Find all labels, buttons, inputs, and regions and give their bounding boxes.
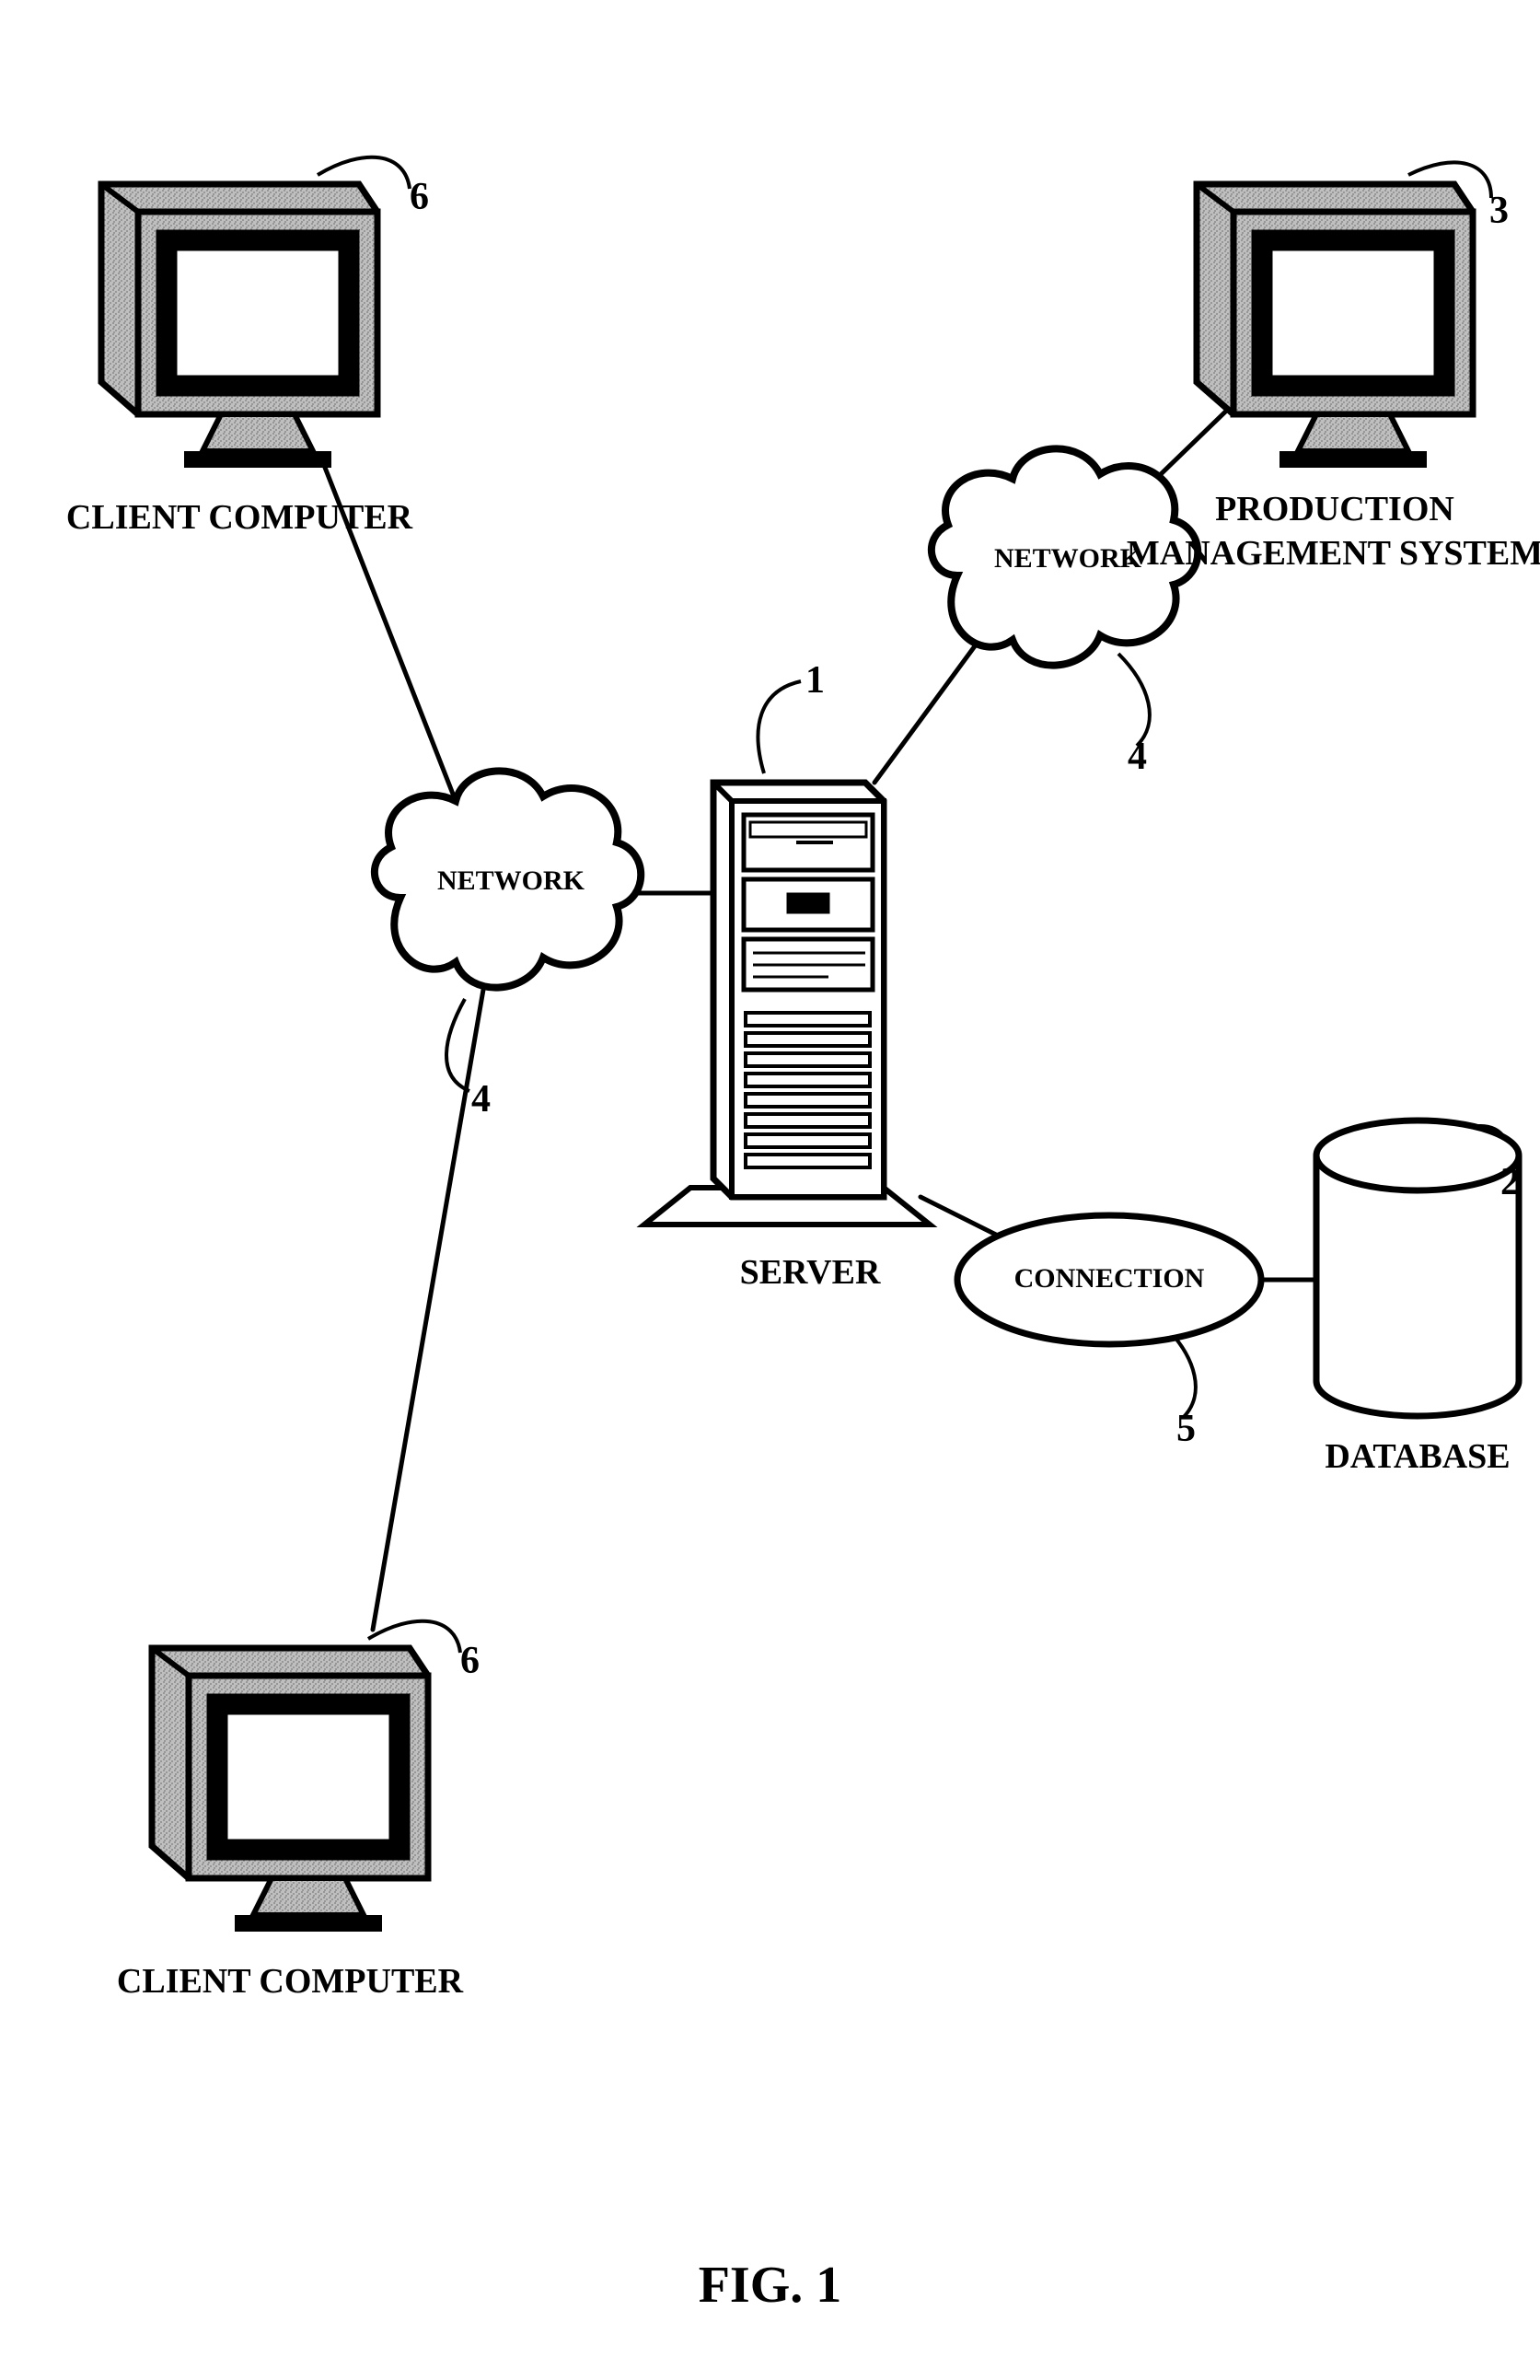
link-server-to-network-right [874,626,990,783]
network-right-label: NETWORK [967,543,1169,575]
callout-2: 2 [1500,1160,1520,1204]
callout-5: 5 [1176,1407,1196,1451]
connection-label: CONNECTION [990,1263,1229,1294]
figure-stage: CLIENT COMPUTER CLIENT COMPUTER PRODUCTI… [0,0,1540,2380]
callout-4-right: 4 [1128,735,1147,779]
diagram-svg [0,0,1540,2380]
server-tower [644,783,930,1225]
database-cylinder [1316,1120,1519,1416]
callout-6-top: 6 [410,175,429,219]
client-computer-bottom [152,1648,428,1932]
server-label: SERVER [700,1252,921,1293]
callout-leader-4-right [1118,654,1150,746]
link-server-to-connection [921,1197,1003,1238]
callout-3: 3 [1489,189,1509,233]
callout-leader-1 [758,681,801,773]
callout-6-bottom: 6 [460,1639,480,1683]
callout-4-left: 4 [471,1077,491,1121]
client-bottom-label: CLIENT COMPUTER [87,1961,492,2002]
callout-1: 1 [805,658,825,702]
network-left-label: NETWORK [410,865,612,897]
link-client-bottom-to-network-left [373,990,483,1630]
production-management-system [1197,184,1473,468]
database-label: DATABASE [1293,1436,1540,1477]
client-top-label: CLIENT COMPUTER [37,497,442,538]
client-computer-top [101,184,377,468]
figure-caption: FIG. 1 [0,2256,1540,2315]
